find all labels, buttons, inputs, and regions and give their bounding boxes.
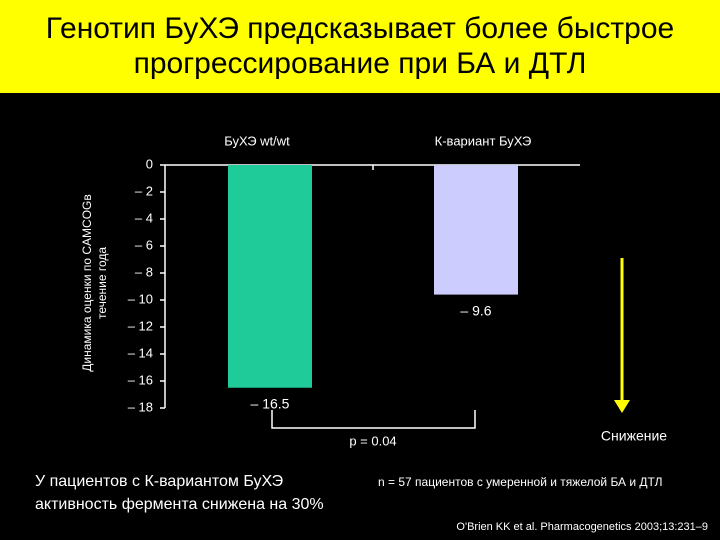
y-tick-label: – 2	[135, 183, 153, 198]
value-label: – 9.6	[460, 302, 491, 318]
y-tick-label: – 10	[128, 291, 153, 306]
y-tick-label: – 14	[128, 345, 153, 360]
value-label: – 16.5	[251, 395, 290, 411]
y-tick-label: – 12	[128, 318, 153, 333]
y-tick-label: – 18	[128, 399, 153, 414]
y-tick-label: 0	[146, 156, 153, 171]
y-axis-label: Динамика оценки по CAMCOGв	[80, 194, 94, 372]
chart-title: Генотип БуХЭ предсказывает более быстрое…	[46, 12, 674, 80]
y-tick-label: – 4	[135, 210, 153, 225]
bar	[434, 165, 518, 295]
y-tick-label: – 6	[135, 237, 153, 252]
y-axis-label: течение года	[95, 247, 109, 319]
y-tick-label: – 8	[135, 264, 153, 279]
sample-note: n = 57 пациентов с умеренной и тяжелой Б…	[378, 475, 663, 489]
y-tick-label: – 16	[128, 372, 153, 387]
category-label: К-вариант БуХЭ	[435, 133, 532, 148]
arrow-label: Снижение	[601, 428, 667, 444]
category-label: БуХЭ wt/wt	[224, 133, 290, 148]
citation: O'Brien KK et al. Pharmacogenetics 2003;…	[456, 521, 708, 533]
arrow-head	[614, 400, 630, 413]
conclusion: активность фермента снижена на 30%	[35, 496, 324, 513]
bar	[228, 165, 312, 388]
title-box	[0, 0, 720, 93]
conclusion: У пациентов с К-вариантом БуХЭ	[35, 473, 283, 490]
p-value: p = 0.04	[349, 433, 396, 448]
significance-bracket	[271, 410, 476, 429]
